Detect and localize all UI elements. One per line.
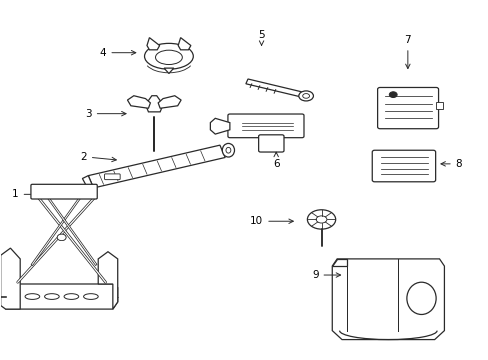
Ellipse shape [298, 91, 313, 101]
Polygon shape [210, 118, 229, 134]
Polygon shape [245, 79, 301, 96]
Polygon shape [331, 259, 346, 266]
Ellipse shape [302, 94, 309, 98]
Text: 6: 6 [272, 152, 279, 169]
Ellipse shape [406, 282, 435, 315]
Ellipse shape [144, 43, 193, 69]
Text: 5: 5 [258, 30, 264, 46]
Polygon shape [88, 145, 225, 188]
Ellipse shape [57, 234, 66, 240]
Polygon shape [145, 96, 163, 112]
Polygon shape [178, 38, 190, 50]
Polygon shape [5, 284, 118, 309]
Text: 1: 1 [12, 189, 41, 199]
Ellipse shape [222, 143, 234, 157]
Polygon shape [127, 96, 150, 108]
Text: 7: 7 [404, 35, 410, 68]
Text: 8: 8 [440, 159, 462, 169]
Text: 9: 9 [311, 270, 340, 280]
Ellipse shape [316, 216, 326, 223]
FancyBboxPatch shape [227, 114, 304, 138]
Ellipse shape [57, 234, 66, 240]
Ellipse shape [388, 92, 396, 98]
Ellipse shape [83, 294, 98, 300]
FancyBboxPatch shape [31, 184, 97, 199]
Text: 3: 3 [85, 109, 126, 119]
FancyBboxPatch shape [377, 87, 438, 129]
Ellipse shape [225, 147, 230, 153]
Ellipse shape [64, 294, 79, 300]
Ellipse shape [307, 210, 335, 229]
Ellipse shape [155, 50, 182, 64]
Polygon shape [435, 102, 443, 109]
Ellipse shape [25, 294, 40, 300]
Polygon shape [82, 176, 93, 190]
Ellipse shape [44, 294, 59, 300]
Polygon shape [0, 248, 20, 309]
Polygon shape [158, 96, 181, 108]
Polygon shape [147, 38, 159, 50]
FancyBboxPatch shape [371, 150, 435, 182]
Polygon shape [331, 259, 444, 339]
Text: 10: 10 [250, 216, 293, 226]
Text: 4: 4 [100, 48, 136, 58]
FancyBboxPatch shape [104, 174, 120, 180]
Polygon shape [163, 68, 173, 73]
FancyBboxPatch shape [258, 135, 284, 152]
Text: 2: 2 [80, 152, 116, 162]
Polygon shape [98, 252, 118, 309]
